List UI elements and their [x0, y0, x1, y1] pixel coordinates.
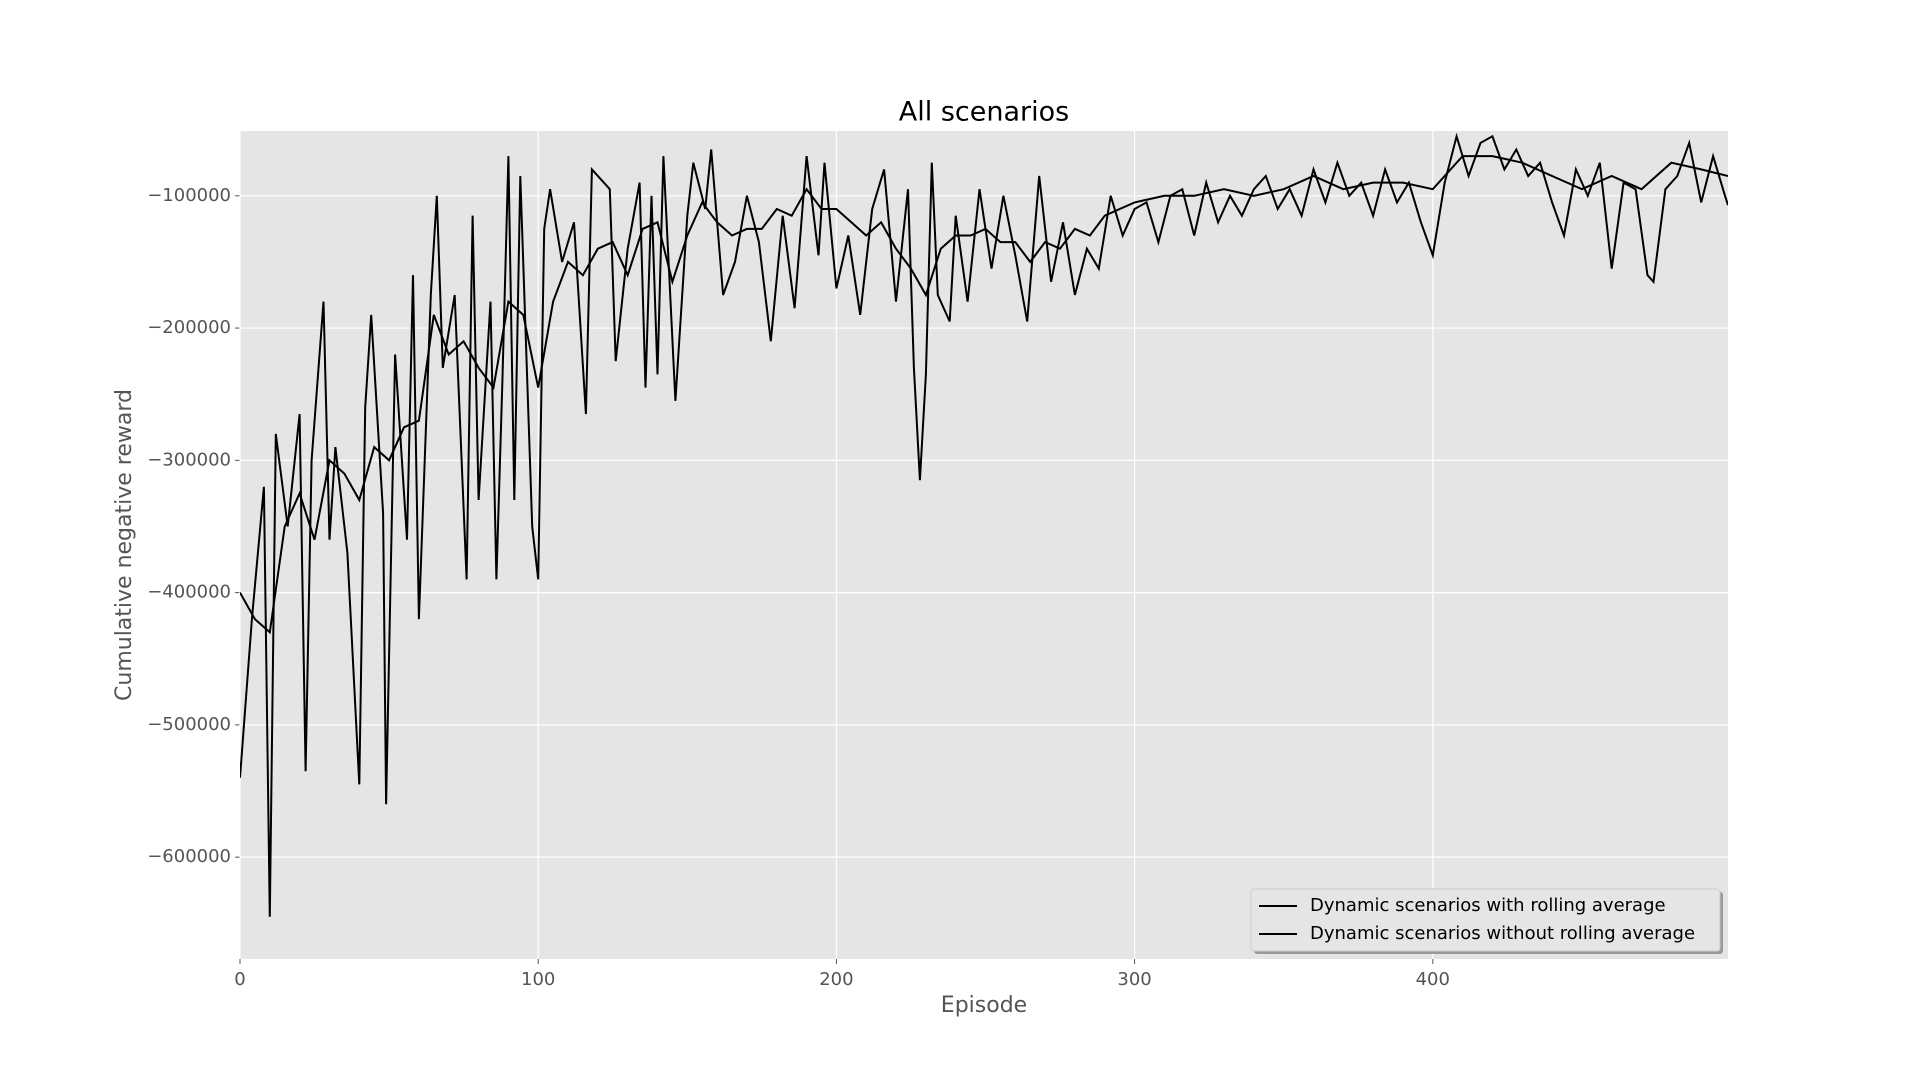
y-axis-label: Cumulative negative reward	[112, 389, 137, 701]
x-tick-label: 300	[1117, 969, 1151, 990]
y-tick-label: −300000	[147, 449, 231, 470]
y-tick-label: −600000	[147, 846, 231, 867]
plot-area	[240, 131, 1728, 959]
x-tick-label: 400	[1416, 969, 1450, 990]
legend	[1250, 888, 1721, 952]
series-line	[240, 155, 1728, 635]
y-tick-label: −500000	[147, 714, 231, 735]
x-tick-label: 100	[521, 969, 555, 990]
x-axis-label: Episode	[941, 993, 1027, 1018]
y-tick-label: −200000	[147, 317, 231, 338]
y-tick-label: −400000	[147, 582, 231, 603]
y-tick-label: −100000	[147, 185, 231, 206]
chart-title: All scenarios	[899, 97, 1069, 128]
legend-label: Dynamic scenarios without rolling averag…	[1310, 923, 1695, 944]
series-line	[240, 132, 1728, 917]
x-tick-label: 0	[234, 969, 245, 990]
x-tick-label: 200	[819, 969, 853, 990]
legend-label: Dynamic scenarios with rolling average	[1310, 895, 1666, 916]
